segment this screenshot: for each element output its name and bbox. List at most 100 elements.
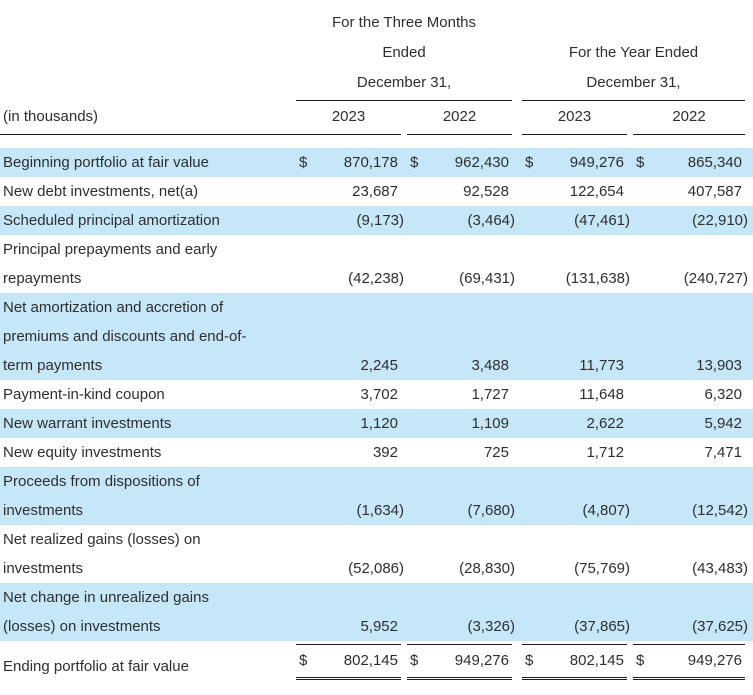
year-column-header-q-2023: 2023: [296, 102, 401, 135]
cell-value: 865,340: [687, 154, 742, 171]
cell-value: 870,178: [343, 154, 398, 171]
cell-three-months-2022: (3,326): [407, 612, 515, 641]
cell-value: 2,245: [360, 357, 398, 374]
cell-year-2023: (47,461): [522, 206, 630, 235]
cell-value: (37,625): [692, 618, 748, 635]
cell-year-2023: 1,712: [522, 438, 627, 467]
cell-three-months-2022: (3,464): [407, 206, 515, 235]
cell-year-2023: 122,654: [522, 177, 627, 206]
cell-value: 1,109: [471, 415, 509, 432]
cell-year-2023: 11,773: [522, 351, 627, 380]
cell-three-months-2023: 2,245: [296, 351, 401, 380]
row-label: Net realized gains (losses) on investment…: [3, 531, 201, 577]
cell-three-months-2022: 1,727: [407, 380, 512, 409]
cell-year-2023: (75,769): [522, 554, 630, 583]
header-years-row: (in thousands) 2023 2022 2023 2022: [0, 102, 753, 135]
table-row: Net change in unrealized gains (losses) o…: [0, 583, 753, 641]
cell-three-months-2023: 392: [296, 438, 401, 467]
cell-value: (12,542): [692, 502, 748, 519]
cell-value: 11,773: [579, 357, 624, 374]
cell-year-2022: (12,542): [633, 496, 748, 525]
row-label: New warrant investments: [3, 415, 172, 432]
cell-three-months-2023: $870,178: [296, 148, 401, 177]
cell-three-months-2023: 1,120: [296, 409, 401, 438]
year-column-header-fy-2022: 2022: [633, 102, 745, 135]
cell-value: (28,830): [459, 560, 515, 577]
cell-value: (3,464): [467, 212, 515, 229]
cell-three-months-2023: (1,634): [296, 496, 404, 525]
cell-value: 2,622: [586, 415, 624, 432]
cell-year-2023: (37,865): [522, 612, 630, 641]
cell-year-2022: 7,471: [633, 438, 745, 467]
year-column-header-q-2022: 2022: [407, 102, 512, 135]
row-label: Ending portfolio at fair value: [3, 658, 189, 675]
cell-three-months-2022: (28,830): [407, 554, 515, 583]
row-label: Proceeds from dispositions of investments: [3, 473, 200, 519]
cell-three-months-2023: (42,238): [296, 264, 404, 293]
cell-three-months-2022: 3,488: [407, 351, 512, 380]
dollar-sign: $: [525, 154, 534, 171]
row-label: Beginning portfolio at fair value: [3, 154, 209, 171]
cell-value: 962,430: [454, 154, 509, 171]
cell-value: 949,276: [454, 652, 509, 669]
cell-year-2022: 407,587: [633, 177, 745, 206]
cell-value: 5,952: [360, 618, 398, 635]
cell-three-months-2023: $802,145: [296, 644, 401, 680]
row-label: New equity investments: [3, 444, 162, 461]
cell-value: 802,145: [569, 652, 624, 669]
cell-year-2023: 2,622: [522, 409, 627, 438]
table-row: Net realized gains (losses) on investment…: [0, 525, 753, 583]
cell-year-2022: (22,910): [633, 206, 748, 235]
dollar-sign: $: [299, 154, 308, 171]
cell-value: (7,680): [467, 502, 515, 519]
dollar-sign: $: [636, 652, 645, 669]
col-group-year-date-label: December 31,: [522, 68, 745, 101]
cell-value: (42,238): [348, 270, 404, 287]
cell-year-2022: $949,276: [633, 644, 745, 680]
cell-value: 5,942: [704, 415, 742, 432]
header-row-3: December 31, December 31,: [0, 68, 753, 101]
cell-three-months-2023: (52,086): [296, 554, 404, 583]
cell-year-2022: 13,903: [633, 351, 745, 380]
cell-year-2023: (131,638): [522, 264, 630, 293]
row-label: Scheduled principal amortization: [3, 212, 220, 229]
cell-value: 949,276: [687, 652, 742, 669]
cell-value: (37,865): [574, 618, 630, 635]
cell-value: 7,471: [704, 444, 742, 461]
cell-value: 122,654: [569, 183, 624, 200]
cell-three-months-2022: $962,430: [407, 148, 512, 177]
row-label: Payment-in-kind coupon: [3, 386, 165, 403]
cell-value: 3,488: [471, 357, 509, 374]
cell-value: (9,173): [356, 212, 404, 229]
cell-year-2022: (240,727): [633, 264, 748, 293]
dollar-sign: $: [525, 652, 534, 669]
cell-year-2022: 6,320: [633, 380, 745, 409]
cell-three-months-2022: $949,276: [407, 644, 512, 680]
cell-value: 1,712: [586, 444, 624, 461]
cell-year-2023: (4,807): [522, 496, 630, 525]
cell-value: 1,727: [471, 386, 509, 403]
dollar-sign: $: [636, 154, 645, 171]
cell-value: (69,431): [459, 270, 515, 287]
col-group-year-ended-label: For the Year Ended: [568, 44, 699, 61]
table-body: Beginning portfolio at fair value $870,1…: [0, 148, 753, 680]
row-label: Principal prepayments and early repayment…: [3, 241, 218, 287]
cell-year-2023: $802,145: [522, 644, 627, 680]
cell-value: 6,320: [704, 386, 742, 403]
cell-value: 802,145: [343, 652, 398, 669]
col-group-three-months-label: For the Three Months: [332, 14, 476, 31]
table-row: Net amortization and accretion of premium…: [0, 293, 753, 380]
dollar-sign: $: [299, 652, 308, 669]
header-row-2: Ended For the Year Ended: [0, 38, 753, 68]
cell-value: (22,910): [692, 212, 748, 229]
cell-year-2022: (37,625): [633, 612, 748, 641]
cell-value: (52,086): [348, 560, 404, 577]
header-row-1: For the Three Months: [0, 8, 753, 38]
dollar-sign: $: [410, 154, 419, 171]
table-row: New warrant investments 1,120 1,109 2,62…: [0, 409, 753, 438]
cell-value: (240,727): [683, 270, 748, 287]
table-row: Proceeds from dispositions of investments…: [0, 467, 753, 525]
row-label: Net change in unrealized gains (losses) o…: [3, 589, 209, 635]
row-label: New debt investments, net(a): [3, 183, 199, 200]
